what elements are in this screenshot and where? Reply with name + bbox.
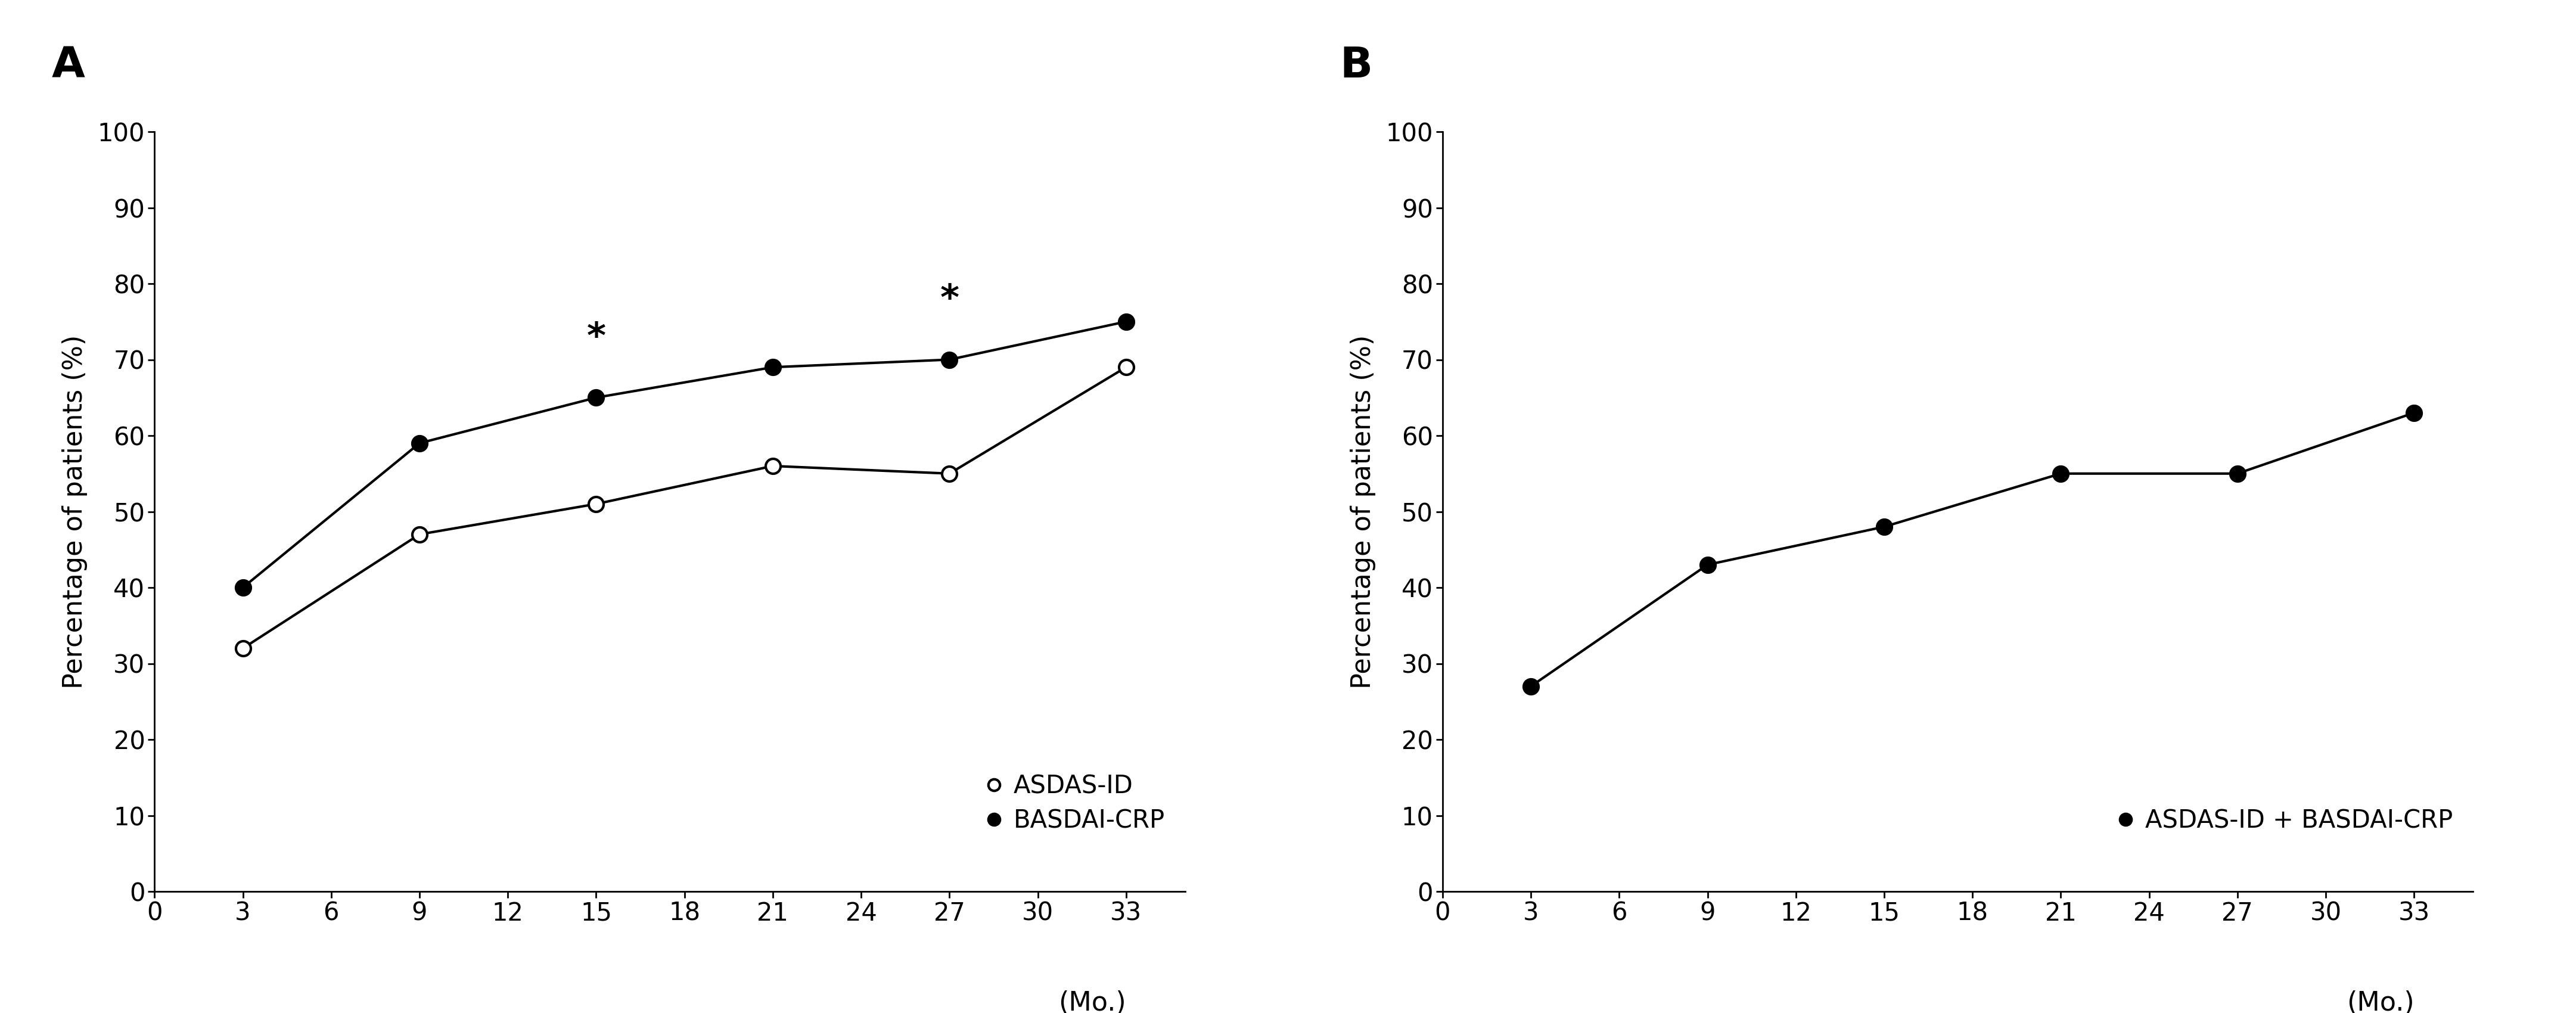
Text: *: * [587, 321, 605, 356]
Text: (Mo.): (Mo.) [1059, 991, 1126, 1013]
Legend: ASDAS-ID + BASDAI-CRP: ASDAS-ID + BASDAI-CRP [2110, 801, 2460, 841]
Y-axis label: Percentage of patients (%): Percentage of patients (%) [62, 334, 88, 689]
Text: B: B [1340, 45, 1373, 86]
Text: (Mo.): (Mo.) [2347, 991, 2414, 1013]
Text: A: A [52, 45, 85, 86]
Y-axis label: Percentage of patients (%): Percentage of patients (%) [1350, 334, 1376, 689]
Legend: ASDAS-ID, BASDAI-CRP: ASDAS-ID, BASDAI-CRP [979, 766, 1172, 841]
Text: *: * [940, 283, 958, 318]
